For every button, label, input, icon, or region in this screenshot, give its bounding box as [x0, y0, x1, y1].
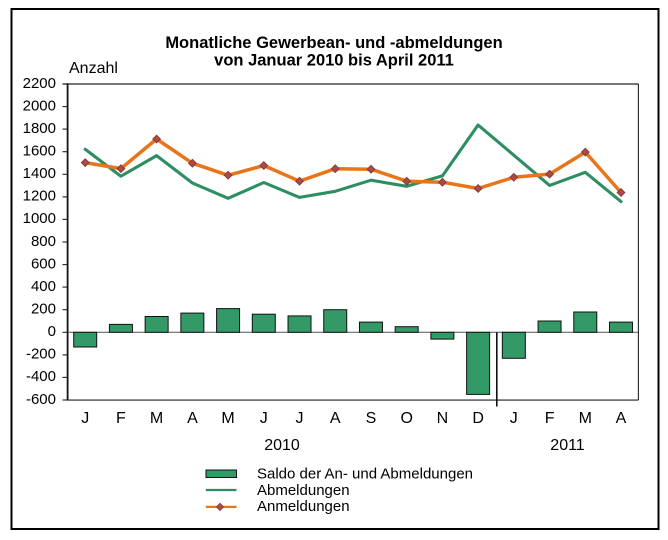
svg-text:A: A — [330, 410, 341, 427]
svg-text:F: F — [116, 410, 126, 427]
svg-text:-200: -200 — [26, 346, 56, 363]
svg-text:-600: -600 — [26, 391, 56, 408]
svg-text:S: S — [366, 410, 377, 427]
svg-text:Anmeldungen: Anmeldungen — [257, 498, 350, 515]
svg-text:Abmeldungen: Abmeldungen — [257, 482, 350, 499]
svg-text:1800: 1800 — [23, 120, 56, 137]
svg-text:-400: -400 — [26, 368, 56, 385]
svg-text:Monatliche Gewerbean- und -abm: Monatliche Gewerbean- und -abmeldungen — [165, 34, 502, 52]
svg-text:J: J — [510, 410, 518, 427]
svg-text:J: J — [81, 410, 89, 427]
svg-text:von Januar 2010 bis April 2011: von Januar 2010 bis April 2011 — [214, 52, 454, 70]
svg-text:O: O — [400, 410, 412, 427]
svg-text:600: 600 — [31, 255, 56, 272]
svg-text:1000: 1000 — [23, 210, 56, 227]
svg-text:2000: 2000 — [23, 97, 56, 114]
svg-text:400: 400 — [31, 278, 56, 295]
svg-text:J: J — [296, 410, 304, 427]
svg-text:A: A — [616, 410, 627, 427]
svg-text:1400: 1400 — [23, 165, 56, 182]
svg-text:M: M — [579, 410, 592, 427]
svg-text:Saldo der An- und Abmeldungen: Saldo der An- und Abmeldungen — [257, 466, 473, 483]
svg-text:J: J — [260, 410, 268, 427]
svg-text:M: M — [150, 410, 163, 427]
svg-text:2011: 2011 — [550, 437, 585, 454]
svg-text:N: N — [437, 410, 449, 427]
svg-text:200: 200 — [31, 301, 56, 318]
svg-text:1600: 1600 — [23, 143, 56, 160]
svg-text:800: 800 — [31, 233, 56, 250]
svg-text:M: M — [221, 410, 234, 427]
svg-text:2010: 2010 — [264, 437, 300, 454]
svg-text:2200: 2200 — [23, 75, 56, 92]
svg-text:A: A — [187, 410, 198, 427]
svg-text:F: F — [545, 410, 555, 427]
svg-text:Anzahl: Anzahl — [69, 60, 118, 77]
svg-text:D: D — [472, 410, 484, 427]
svg-text:1200: 1200 — [23, 188, 56, 205]
svg-text:0: 0 — [48, 323, 56, 340]
